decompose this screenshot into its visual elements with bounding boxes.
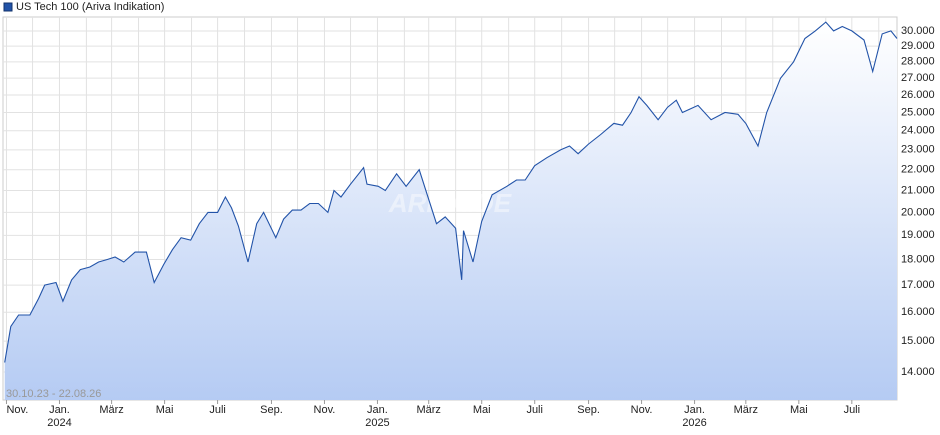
x-tick-label: Mai bbox=[473, 404, 491, 416]
y-tick-label: 21.000 bbox=[901, 184, 935, 196]
y-tick-label: 25.000 bbox=[901, 106, 935, 118]
x-year-label: 2024 bbox=[47, 417, 71, 429]
y-tick-label: 20.000 bbox=[901, 206, 935, 218]
y-tick-label: 23.000 bbox=[901, 144, 935, 156]
x-tick-label: Jan. bbox=[49, 404, 70, 416]
x-tick-label: Sep. bbox=[260, 404, 283, 416]
price-line bbox=[4, 21, 898, 363]
x-tick-label: Mai bbox=[156, 404, 174, 416]
x-tick-label: Mai bbox=[790, 404, 808, 416]
y-tick-label: 28.000 bbox=[901, 56, 935, 68]
x-tick-label: Sep. bbox=[577, 404, 600, 416]
legend-swatch bbox=[3, 2, 13, 12]
y-tick-label: 16.000 bbox=[901, 306, 935, 318]
x-tick-label: Jan. bbox=[684, 404, 705, 416]
x-tick-label: März bbox=[416, 404, 440, 416]
x-tick-label: Juli bbox=[526, 404, 543, 416]
y-tick-label: 17.000 bbox=[901, 279, 935, 291]
y-tick-label: 19.000 bbox=[901, 229, 935, 241]
y-tick-label: 26.000 bbox=[901, 89, 935, 101]
x-year-label: 2025 bbox=[365, 417, 389, 429]
x-tick-label: März bbox=[99, 404, 123, 416]
y-tick-label: 15.000 bbox=[901, 335, 935, 347]
x-tick-label: Juli bbox=[844, 404, 861, 416]
x-tick-label: Juli bbox=[209, 404, 226, 416]
x-tick-label: Jan. bbox=[367, 404, 388, 416]
y-tick-label: 30.000 bbox=[901, 25, 935, 37]
x-tick-label: Nov. bbox=[6, 404, 28, 416]
y-tick-label: 14.000 bbox=[901, 366, 935, 378]
y-tick-label: 22.000 bbox=[901, 164, 935, 176]
x-tick-label: März bbox=[734, 404, 758, 416]
date-range: 30.10.23 - 22.08.26 bbox=[6, 388, 101, 400]
y-tick-label: 24.000 bbox=[901, 125, 935, 137]
x-year-label: 2026 bbox=[682, 417, 706, 429]
y-tick-label: 27.000 bbox=[901, 72, 935, 84]
legend-label: US Tech 100 (Ariva Indikation) bbox=[16, 1, 164, 13]
x-tick-label: Nov. bbox=[314, 404, 336, 416]
x-tick-label: Nov. bbox=[631, 404, 653, 416]
y-tick-label: 18.000 bbox=[901, 253, 935, 265]
y-tick-label: 29.000 bbox=[901, 40, 935, 52]
watermark: ARIVA.DE bbox=[388, 188, 512, 218]
area bbox=[4, 22, 897, 400]
